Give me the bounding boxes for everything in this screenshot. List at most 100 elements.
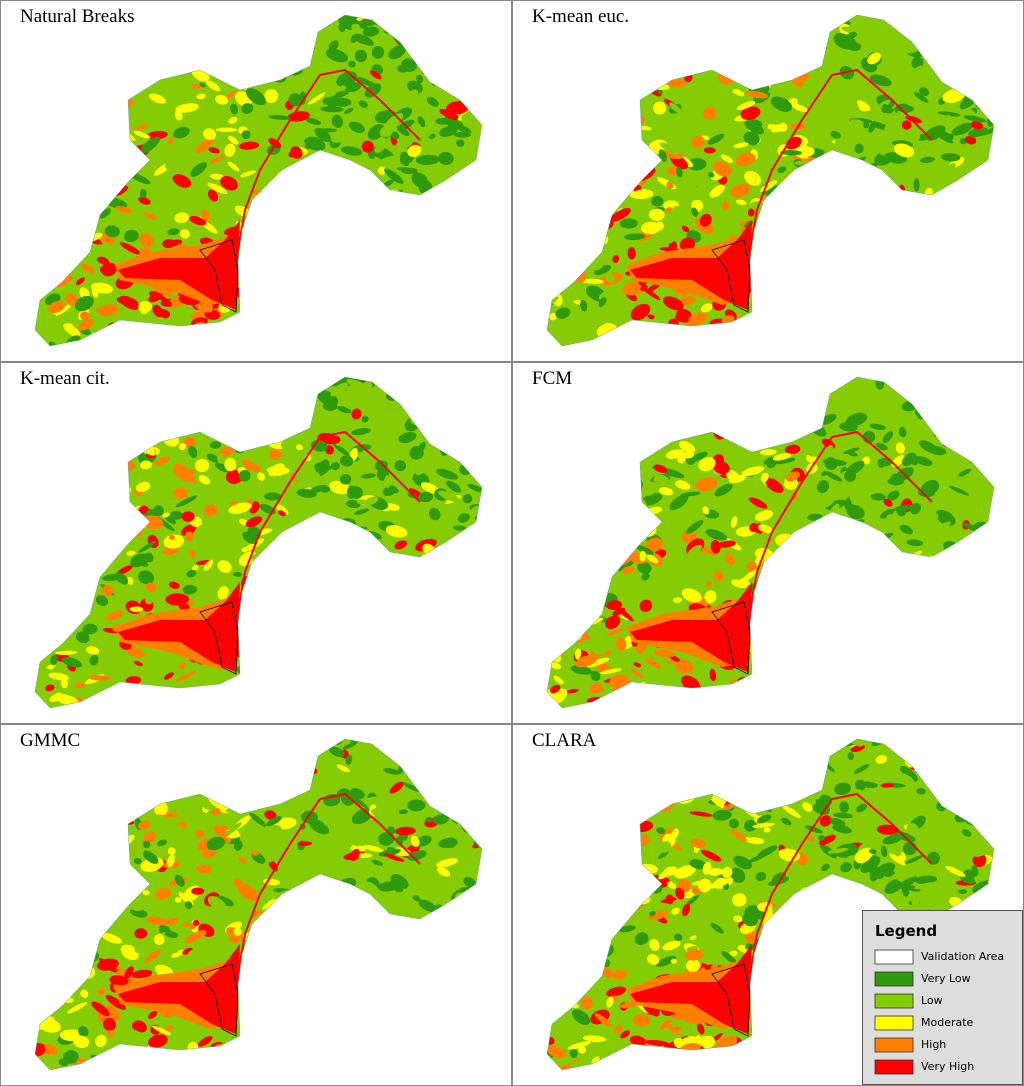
map-patch: [689, 811, 713, 817]
map-patch: [862, 456, 871, 465]
map-patch: [388, 45, 406, 60]
map-patch: [233, 927, 242, 936]
basin-outline: [546, 376, 995, 709]
map-patch: [642, 287, 661, 301]
map-patch: [772, 86, 781, 96]
map-patch: [168, 534, 175, 541]
map-patch: [612, 255, 620, 263]
map-patch: [383, 767, 400, 775]
very-high-zone: [630, 944, 752, 1034]
map-patch: [698, 878, 712, 893]
map-patch: [713, 461, 730, 475]
map-patch: [206, 453, 221, 463]
map-patch: [172, 174, 192, 188]
map-patch: [860, 856, 881, 873]
map-patch: [882, 834, 903, 845]
map-patch: [446, 101, 469, 115]
map-patch: [608, 988, 617, 997]
map-patch: [47, 300, 66, 314]
map-patch: [102, 1017, 117, 1032]
map-patch: [869, 867, 879, 882]
drainage: [237, 792, 421, 975]
map-patch: [165, 930, 179, 938]
map-patch: [139, 493, 151, 505]
map-patch: [138, 505, 149, 515]
map-patch: [437, 151, 454, 166]
map-patch: [760, 118, 780, 125]
map-patch: [904, 854, 924, 864]
map-patch: [217, 453, 224, 464]
map-patch: [875, 442, 888, 451]
map-patch: [674, 865, 697, 879]
map-patch: [721, 866, 733, 878]
map-patch: [233, 878, 244, 889]
map-patch: [426, 96, 439, 107]
map-patch: [842, 92, 852, 99]
map-patch: [123, 229, 139, 243]
map-patch: [856, 803, 868, 813]
map-patch: [174, 212, 190, 224]
map-patch: [140, 136, 161, 154]
map-patch: [945, 866, 966, 877]
basin-outline: [34, 376, 483, 709]
map-patch: [972, 853, 987, 868]
map-patch: [639, 599, 653, 612]
very-high-zone: [630, 220, 752, 310]
map-patch: [640, 284, 648, 292]
map-patch: [690, 838, 706, 849]
map-patch: [729, 867, 746, 883]
map-patch: [630, 189, 654, 200]
map-patch: [264, 810, 277, 820]
map-patch: [415, 520, 424, 534]
map-patch: [912, 131, 921, 141]
map-patch: [97, 958, 119, 971]
map-patch: [320, 106, 344, 113]
map-patch: [914, 456, 933, 467]
map-patch: [847, 752, 855, 761]
map-patch: [709, 879, 729, 889]
map-patch: [805, 825, 823, 834]
map-patch: [115, 206, 133, 214]
map-patch: [371, 45, 385, 59]
map-patch: [948, 472, 962, 480]
map-patch: [328, 746, 345, 758]
map-patch: [635, 641, 647, 654]
map-patch: [339, 455, 354, 467]
map-patch: [394, 540, 408, 550]
map-patch: [982, 125, 994, 136]
map-patch: [707, 868, 724, 876]
basin-outline: [34, 14, 483, 347]
map-patch: [721, 201, 730, 210]
map-patch: [735, 199, 747, 206]
map-patch: [707, 133, 725, 145]
map-patch: [89, 654, 99, 666]
map-patch: [167, 228, 180, 236]
map-patch: [339, 75, 352, 86]
map-patch: [358, 100, 368, 108]
map-patch: [233, 840, 243, 851]
map-panel: K-mean euc.: [512, 0, 1024, 362]
map-patch: [439, 109, 460, 121]
map-patch: [653, 464, 668, 473]
map-patch: [704, 590, 717, 604]
map-patch: [383, 853, 405, 862]
map-patch: [199, 82, 207, 88]
map-patch: [816, 480, 830, 494]
map-patch: [659, 142, 679, 155]
map-patch: [709, 184, 725, 198]
map-patch: [167, 847, 176, 856]
map-patch: [268, 138, 282, 148]
map-patch: [649, 910, 656, 917]
map-patch: [101, 933, 123, 944]
map-patch: [728, 474, 746, 484]
map-patch: [80, 263, 95, 274]
map-patch: [239, 518, 248, 526]
map-patch: [418, 890, 437, 901]
map-patch: [65, 292, 78, 306]
map-patch: [277, 510, 286, 517]
map-patch: [345, 754, 353, 766]
map-patch: [295, 444, 303, 451]
map-patch: [126, 550, 136, 556]
map-patch: [744, 819, 757, 832]
map-patch: [371, 807, 387, 817]
